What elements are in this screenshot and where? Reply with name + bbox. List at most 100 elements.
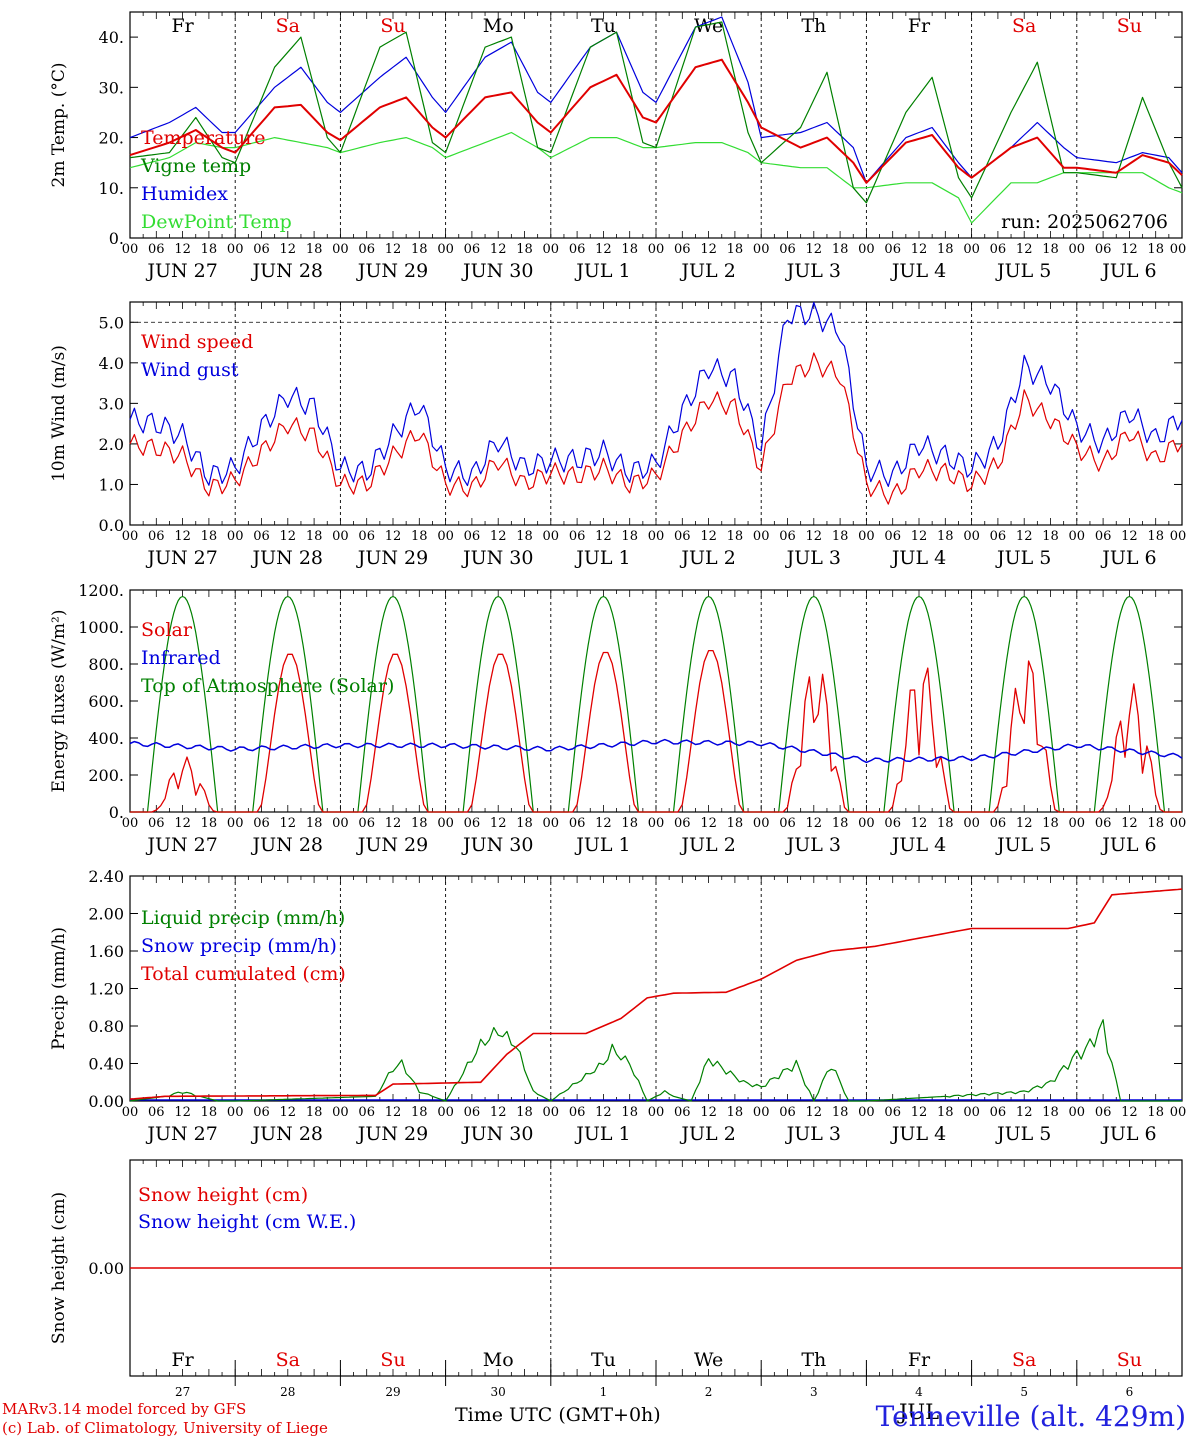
hour-tick-label: 00 bbox=[332, 242, 349, 257]
y-tick-label: 600. bbox=[88, 692, 124, 711]
hour-tick-label: 18 bbox=[621, 816, 638, 831]
day-of-week-label: Su bbox=[380, 1349, 405, 1371]
hour-tick-label: 18 bbox=[832, 1105, 849, 1120]
hour-tick-label: 06 bbox=[464, 529, 481, 544]
legend-entry: Wind gust bbox=[141, 359, 239, 381]
y-tick-label: 0. bbox=[109, 229, 124, 248]
hour-tick-label: 06 bbox=[674, 242, 691, 257]
run-annotation: run: 2025062706 bbox=[1001, 211, 1168, 233]
hour-tick-label: 06 bbox=[990, 1105, 1007, 1120]
day-of-week-label: Mo bbox=[483, 15, 514, 37]
hour-tick-label: 00 bbox=[437, 816, 454, 831]
y-tick-label: 1.0 bbox=[99, 475, 124, 494]
solar-line bbox=[130, 649, 1182, 813]
hour-tick-label: 06 bbox=[358, 529, 375, 544]
y-tick-label: 3.0 bbox=[99, 394, 124, 413]
date-label: JUN 27 bbox=[145, 1123, 217, 1145]
series-line bbox=[129, 352, 1183, 505]
panel-4: 0.00 0.40 0.80 1.20 1.60 2.00 2.40 Precip (mm/h… bbox=[49, 867, 1186, 1145]
hour-tick-label: 06 bbox=[253, 816, 270, 831]
date-label: JUL 2 bbox=[679, 260, 735, 282]
day-of-week-label: Sa bbox=[1012, 1349, 1036, 1371]
day-number-label: 27 bbox=[175, 1385, 190, 1399]
hour-tick-label: 18 bbox=[411, 816, 428, 831]
day-of-week-label: Fr bbox=[908, 1349, 931, 1371]
date-label: JUL 4 bbox=[890, 260, 946, 282]
y-tick-label: 4.0 bbox=[99, 354, 124, 373]
legend-entry: Solar bbox=[141, 619, 193, 641]
day-of-week-label: Sa bbox=[276, 1349, 300, 1371]
day-of-week-label: Su bbox=[1117, 15, 1142, 37]
hour-tick-label: 00 bbox=[1170, 242, 1187, 257]
y-tick-label: 2.0 bbox=[99, 435, 124, 454]
hour-tick-label: 12 bbox=[595, 242, 612, 257]
date-label: JUN 29 bbox=[356, 1123, 428, 1145]
hour-tick-label: 12 bbox=[595, 529, 612, 544]
hour-tick-label: 18 bbox=[727, 529, 744, 544]
hour-tick-label: 06 bbox=[569, 816, 586, 831]
y-tick-label: 1.60 bbox=[88, 942, 124, 961]
date-label: JUN 28 bbox=[251, 834, 323, 856]
hour-tick-label: 00 bbox=[648, 529, 665, 544]
month-label: JUL bbox=[897, 1400, 939, 1424]
hour-tick-label: 00 bbox=[437, 1105, 454, 1120]
hour-tick-label: 12 bbox=[1121, 1105, 1138, 1120]
date-label: JUL 5 bbox=[995, 1123, 1051, 1145]
date-label: JUL 6 bbox=[1100, 834, 1156, 856]
hour-tick-label: 06 bbox=[674, 816, 691, 831]
hour-tick-label: 18 bbox=[937, 816, 954, 831]
date-label: JUL 4 bbox=[890, 547, 946, 569]
hour-tick-label: 00 bbox=[122, 816, 139, 831]
y-tick-label: 0.0 bbox=[99, 516, 124, 535]
hour-tick-label: 18 bbox=[201, 242, 218, 257]
series-line bbox=[129, 301, 1183, 487]
hour-tick-label: 00 bbox=[543, 1105, 560, 1120]
legend-entry: Humidex bbox=[141, 183, 228, 205]
panel-1: 0. 10. 20. 30. 40. 2m Temp. (°C) 00 06 12 18 00 06 1… bbox=[49, 11, 1187, 282]
y-tick-label: 0.00 bbox=[88, 1092, 124, 1111]
hour-tick-label: 18 bbox=[306, 816, 323, 831]
day-number-label: 6 bbox=[1126, 1385, 1134, 1399]
date-label: JUL 3 bbox=[785, 834, 841, 856]
day-of-week-label: Fr bbox=[908, 15, 931, 37]
date-label: JUL 3 bbox=[785, 1123, 841, 1145]
hour-tick-label: 18 bbox=[411, 529, 428, 544]
hour-tick-label: 00 bbox=[437, 529, 454, 544]
hour-tick-label: 12 bbox=[806, 529, 823, 544]
y-axis-label: 10m Wind (m/s) bbox=[49, 345, 69, 482]
legend-entry: Snow height (cm W.E.) bbox=[138, 1211, 356, 1233]
date-label: JUL 6 bbox=[1100, 547, 1156, 569]
hour-tick-label: 18 bbox=[621, 1105, 638, 1120]
hour-tick-label: 00 bbox=[858, 1105, 875, 1120]
hour-tick-label: 06 bbox=[464, 1105, 481, 1120]
hour-tick-label: 18 bbox=[1042, 242, 1059, 257]
legend-entry: Vigne temp bbox=[140, 155, 251, 177]
hour-tick-label: 06 bbox=[253, 1105, 270, 1120]
hour-tick-label: 00 bbox=[227, 529, 244, 544]
day-of-week-label: Su bbox=[380, 15, 405, 37]
hour-tick-label: 00 bbox=[543, 529, 560, 544]
hour-tick-label: 06 bbox=[464, 816, 481, 831]
hour-tick-label: 06 bbox=[779, 1105, 796, 1120]
date-label: JUN 27 bbox=[145, 834, 217, 856]
hour-tick-label: 18 bbox=[201, 529, 218, 544]
date-label: JUN 28 bbox=[251, 260, 323, 282]
hour-tick-label: 00 bbox=[963, 242, 980, 257]
hour-tick-label: 00 bbox=[122, 242, 139, 257]
date-label: JUL 2 bbox=[679, 547, 735, 569]
hour-tick-label: 12 bbox=[700, 529, 717, 544]
date-label: JUN 29 bbox=[356, 834, 428, 856]
hour-tick-label: 06 bbox=[990, 816, 1007, 831]
day-number-label: 30 bbox=[491, 1385, 506, 1399]
y-tick-label: 800. bbox=[88, 655, 124, 674]
hour-tick-label: 18 bbox=[516, 816, 533, 831]
y-axis-label: Energy fluxes (W/m²) bbox=[49, 610, 69, 793]
hour-tick-label: 06 bbox=[674, 1105, 691, 1120]
date-label: JUL 4 bbox=[890, 1123, 946, 1145]
hour-tick-label: 12 bbox=[911, 1105, 928, 1120]
date-label: JUN 30 bbox=[461, 260, 533, 282]
hour-tick-label: 18 bbox=[1147, 1105, 1164, 1120]
hour-tick-label: 00 bbox=[227, 1105, 244, 1120]
hour-tick-label: 12 bbox=[490, 1105, 507, 1120]
y-tick-label: 2.00 bbox=[88, 905, 124, 924]
